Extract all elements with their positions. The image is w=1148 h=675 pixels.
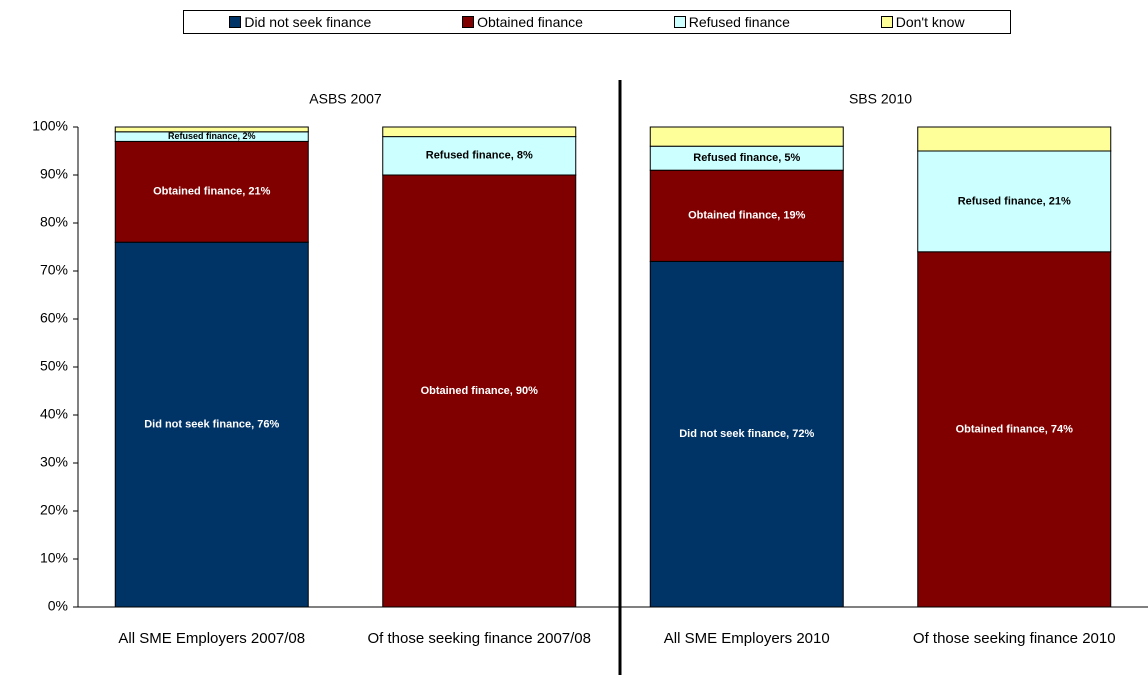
data-label: Refused finance, 5% [693,152,800,164]
group-label: SBS 2010 [849,91,912,107]
bar-segment [382,174,577,608]
y-tick-label: 90% [40,166,68,182]
y-tick-label: 10% [40,550,68,566]
y-tick-label: 70% [40,262,68,278]
bar-segment [114,140,309,243]
data-label: Obtained finance, 74% [956,423,1074,435]
data-label: Did not seek finance, 76% [144,419,279,431]
legend-label: Refused finance [688,14,790,30]
bar-segment [382,126,577,138]
y-tick-label: 30% [40,454,68,470]
y-tick-label: 40% [40,406,68,422]
bar-segment [917,126,1112,152]
x-tick-label: Of those seeking finance 2007/08 [367,630,592,647]
bar-segment [649,169,844,262]
bar-segment [917,251,1112,608]
legend-item: Don't know [880,14,965,30]
bar-segment [649,145,844,171]
data-label: Refused finance, 8% [426,150,533,162]
data-label: Obtained finance, 19% [688,210,806,222]
legend-label: Did not seek finance [244,14,372,30]
legend-swatch [462,16,475,28]
y-tick-label: 80% [40,214,68,230]
data-label: Did not seek finance, 72% [679,428,814,440]
y-tick-label: 60% [40,310,68,326]
data-label: Obtained finance, 21% [153,186,271,198]
legend-item: Refused finance [673,14,790,30]
bar-segment [382,136,577,176]
legend-swatch [880,16,893,28]
group-label: ASBS 2007 [309,91,382,107]
legend-swatch [229,16,242,28]
bar-segment [649,260,844,608]
y-tick-label: 20% [40,502,68,518]
legend-label: Obtained finance [477,14,583,30]
data-label: Obtained finance, 90% [421,385,539,397]
bar-segment [917,150,1112,253]
legend-label: Don't know [895,14,965,30]
data-label: Refused finance, 2% [168,131,256,141]
bar-segment [114,126,309,133]
bar-segment [649,126,844,147]
legend-item: Obtained finance [462,14,583,30]
legend-item: Did not seek finance [229,14,371,30]
legend-swatch [673,16,686,28]
x-tick-label: All SME Employers 2010 [663,630,830,647]
y-tick-label: 50% [40,358,68,374]
x-tick-label: All SME Employers 2007/08 [118,630,306,647]
x-tick-label: Of those seeking finance 2010 [912,630,1116,647]
y-tick-label: 0% [48,598,68,614]
data-label: Refused finance, 21% [958,195,1071,207]
y-tick-label: 100% [32,118,68,134]
legend: Did not seek finance Obtained finance Refu… [183,10,1011,34]
